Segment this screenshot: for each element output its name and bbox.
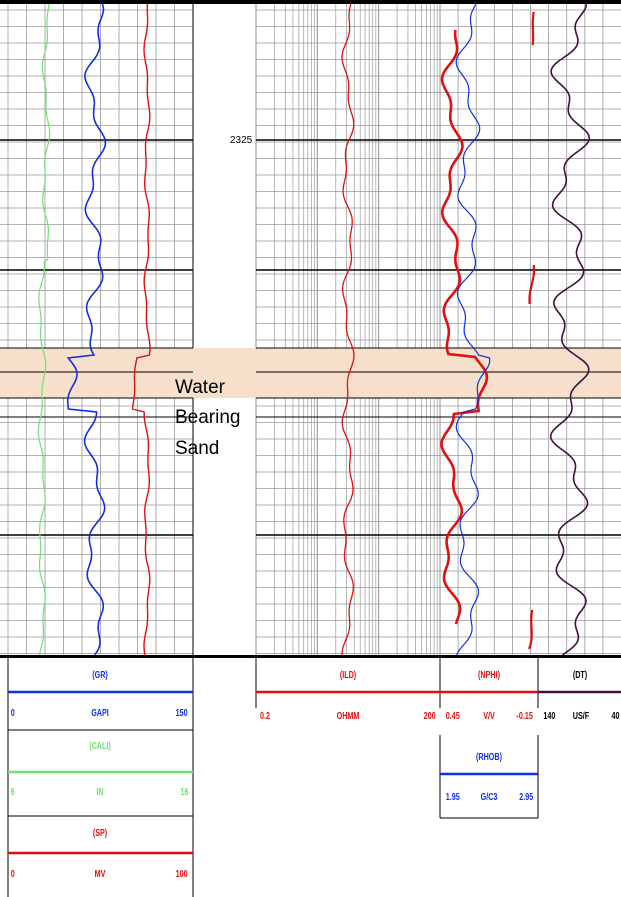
gr-header-name: (GR) — [92, 669, 108, 680]
nphi-header-unit: V/V — [483, 710, 495, 721]
gr-header: (GR) 0 GAPI 150 — [8, 669, 193, 731]
nphi-curve-segment — [528, 11, 536, 650]
sp-header-name: (SP) — [93, 827, 107, 838]
rhob-header: (RHOB) 1.95 G/C3 2.95 — [440, 751, 538, 802]
major-depth-lines — [0, 139, 621, 536]
sp-curve — [131, 3, 151, 656]
nphi-header: (NPHI) 0.45 V/V -0.15 — [439, 658, 539, 819]
rhob-curve — [455, 3, 491, 656]
sp-header: (SP) 0 MV 100 — [8, 827, 193, 879]
sp-header-left-scale: 0 — [11, 868, 15, 879]
ild-header: (ILD) 0.2 OHMM 200 — [255, 658, 441, 721]
nphi-header-left-scale: 0.45 — [446, 710, 460, 721]
gr-header-left-scale: 0 — [11, 707, 15, 718]
dt-curve — [549, 3, 591, 656]
cali-header: (CALI) 6 IN 16 — [8, 740, 193, 817]
sp-header-unit: MV — [95, 868, 106, 879]
dt-header-right-scale: 40 — [611, 710, 619, 721]
dt-header-name: (DT) — [573, 669, 587, 680]
gr-header-unit: GAPI — [91, 707, 109, 718]
annotation-line-1: Water — [175, 377, 226, 398]
ild-header-right-scale: 200 — [424, 710, 436, 721]
rhob-header-right-scale: 2.95 — [519, 791, 533, 802]
zone-boundary-lines — [0, 347, 621, 418]
annotation-line-2: Bearing — [175, 407, 241, 428]
gr-header-right-scale: 150 — [176, 707, 188, 718]
dt-header-left-scale: 140 — [543, 710, 555, 721]
cali-header-name: (CALI) — [89, 740, 111, 751]
track1-grid — [0, 4, 257, 655]
gr-curve — [66, 3, 107, 656]
rhob-header-left-scale: 1.95 — [446, 791, 460, 802]
cali-header-unit: IN — [96, 786, 103, 797]
nphi-header-right-scale: -0.15 — [516, 710, 533, 721]
ild-header-unit: OHMM — [337, 710, 360, 721]
ild-header-name: (ILD) — [340, 669, 356, 680]
cali-curve — [37, 3, 51, 656]
sp-header-right-scale: 100 — [176, 868, 188, 879]
water-bearing-sand-zone — [0, 348, 621, 398]
dt-header-unit: US/F — [573, 710, 589, 721]
cali-header-left-scale: 6 — [11, 786, 15, 797]
rhob-header-unit: G/C3 — [481, 791, 498, 802]
annotation-line-3: Sand — [175, 438, 219, 459]
track3-grid — [439, 4, 621, 655]
depth-label: 2325 — [230, 135, 253, 146]
header-separator — [0, 655, 621, 658]
cali-header-right-scale: 16 — [180, 786, 188, 797]
nphi-curve — [440, 29, 489, 625]
ild-curve — [341, 3, 355, 655]
top-border — [0, 0, 621, 4]
dt-header: (DT) 140 US/F 40 — [538, 669, 621, 721]
curve-header-panel: (GR) 0 GAPI 150 (CALI) 6 IN 16 (SP) 0 MV… — [7, 658, 621, 897]
rhob-header-name: (RHOB) — [476, 751, 502, 762]
ild-header-left-scale: 0.2 — [260, 710, 270, 721]
nphi-header-name: (NPHI) — [478, 669, 500, 680]
